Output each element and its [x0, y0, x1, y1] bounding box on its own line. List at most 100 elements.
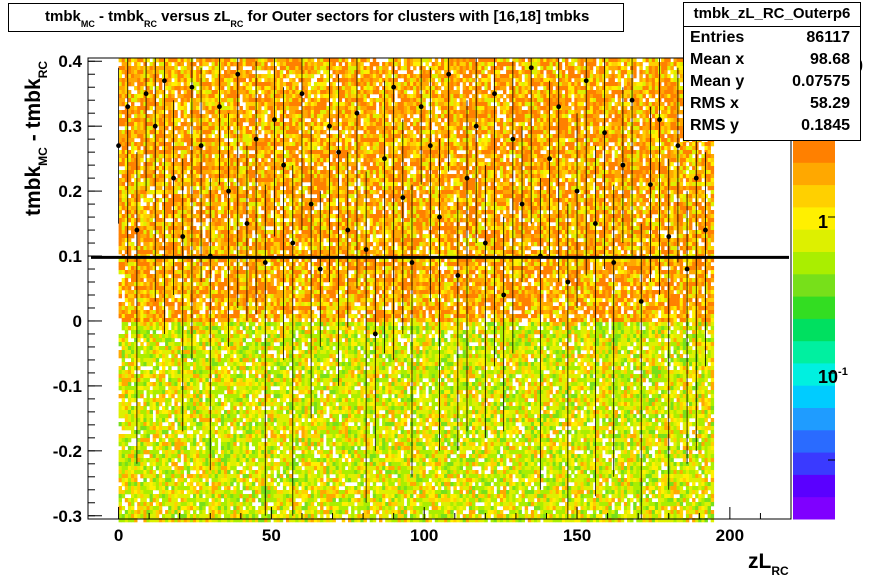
heat-cell: [159, 58, 162, 62]
heat-cell: [525, 94, 528, 98]
heat-cell: [559, 74, 562, 78]
heat-cell: [661, 66, 664, 70]
heat-cell: [664, 98, 667, 102]
heat-cell: [413, 58, 416, 62]
heat-cell: [277, 102, 280, 106]
heat-cell: [550, 66, 553, 70]
heat-cell: [661, 74, 664, 78]
heat-cell: [267, 94, 270, 98]
heat-cell: [305, 106, 308, 110]
heat-cell: [624, 66, 627, 70]
heat-cell: [599, 86, 602, 90]
heat-cell: [395, 62, 398, 66]
heat-cell: [413, 82, 416, 86]
heat-cell: [522, 58, 525, 62]
heat-cell: [410, 102, 413, 106]
heat-cell: [590, 106, 593, 110]
heat-cell: [422, 82, 425, 86]
heat-cell: [469, 86, 472, 90]
heat-cell: [317, 82, 320, 86]
heat-cell: [618, 58, 621, 62]
heat-cell: [438, 86, 441, 90]
heat-cell: [667, 98, 670, 102]
heat-cell: [643, 86, 646, 90]
heat-cell: [209, 90, 212, 94]
heat-cell: [267, 86, 270, 90]
heat-cell: [140, 58, 143, 62]
heat-cell: [171, 70, 174, 74]
heat-cell: [550, 58, 553, 62]
heat-cell: [351, 82, 354, 86]
heat-cell: [587, 62, 590, 66]
heat-cell: [215, 66, 218, 70]
heat-cell: [602, 82, 605, 86]
heat-cell: [295, 98, 298, 102]
heat-cell: [568, 86, 571, 90]
heat-cell: [577, 74, 580, 78]
heat-cell: [661, 106, 664, 110]
heat-cell: [422, 66, 425, 70]
heat-cell: [184, 70, 187, 74]
heat-cell: [581, 94, 584, 98]
heat-cell: [122, 102, 125, 106]
heat-cell: [147, 86, 150, 90]
heat-cell: [522, 62, 525, 66]
heat-cell: [128, 70, 131, 74]
heat-cell: [664, 94, 667, 98]
heat-cell: [119, 70, 122, 74]
heat-cell: [581, 66, 584, 70]
heat-cell: [605, 106, 608, 110]
heat-cell: [515, 98, 518, 102]
heat-cell: [329, 82, 332, 86]
heat-cell: [370, 90, 373, 94]
heat-cell: [398, 62, 401, 66]
heat-cell: [196, 66, 199, 70]
heat-cell: [140, 78, 143, 82]
heat-cell: [227, 82, 230, 86]
heat-cell: [329, 86, 332, 90]
heat-cell: [134, 106, 137, 110]
heat-cell: [370, 70, 373, 74]
heat-cell: [627, 94, 630, 98]
heat-cell: [243, 78, 246, 82]
heat-cell: [596, 94, 599, 98]
heat-cell: [534, 70, 537, 74]
heat-cell: [460, 78, 463, 82]
heat-cell: [574, 66, 577, 70]
heat-cell: [351, 98, 354, 102]
heat-cell: [122, 98, 125, 102]
heat-cell: [670, 94, 673, 98]
heat-cell: [602, 70, 605, 74]
heat-cell: [342, 74, 345, 78]
heat-cell: [178, 106, 181, 110]
heat-cell: [438, 98, 441, 102]
heat-cell: [398, 94, 401, 98]
heat-cell: [590, 78, 593, 82]
heat-cell: [147, 98, 150, 102]
heat-cell: [230, 94, 233, 98]
heat-cell: [323, 98, 326, 102]
heat-cell: [385, 74, 388, 78]
heat-cell: [271, 78, 274, 82]
heat-cell: [351, 58, 354, 62]
heat-cell: [339, 78, 342, 82]
heat-cell: [178, 78, 181, 82]
heat-cell: [221, 74, 224, 78]
heat-cell: [432, 62, 435, 66]
heat-cell: [627, 102, 630, 106]
heat-cell: [224, 82, 227, 86]
heat-cell: [329, 74, 332, 78]
heat-cell: [639, 94, 642, 98]
heat-cell: [398, 90, 401, 94]
heat-cell: [587, 102, 590, 106]
heat-cell: [249, 98, 252, 102]
heat-cell: [481, 102, 484, 106]
heat-cell: [612, 86, 615, 90]
heat-cell: [255, 78, 258, 82]
heat-cell: [202, 90, 205, 94]
heat-cell: [159, 86, 162, 90]
heat-cell: [342, 102, 345, 106]
heat-cell: [565, 78, 568, 82]
heat-cell: [633, 86, 636, 90]
heat-cell: [469, 82, 472, 86]
